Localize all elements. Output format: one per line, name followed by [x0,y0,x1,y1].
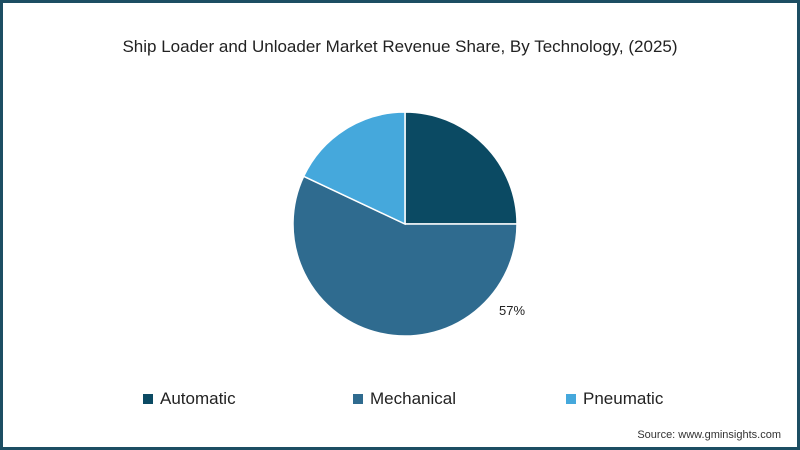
pie-slice-pneumatic [302,111,406,226]
legend-label-pneumatic: Pneumatic [583,389,664,408]
legend-item-pneumatic: Pneumatic [566,389,663,409]
mechanical-percent-label: 57% [499,303,525,318]
chart-title: Ship Loader and Unloader Market Revenue … [122,37,678,56]
legend-swatch-mechanical [353,394,363,404]
legend-swatch-automatic [143,394,153,404]
legend-label-automatic: Automatic [160,389,236,408]
legend-swatch-pneumatic [566,394,576,404]
source-note: Source: www.gminsights.com [637,429,781,441]
pie-slice-mechanical [292,175,518,337]
legend-item-automatic: Automatic [143,389,236,409]
legend-item-mechanical: Mechanical [353,389,456,409]
legend-label-mechanical: Mechanical [370,389,456,408]
pie-slice-automatic [404,111,518,225]
pie-chart: 57% [292,111,525,337]
